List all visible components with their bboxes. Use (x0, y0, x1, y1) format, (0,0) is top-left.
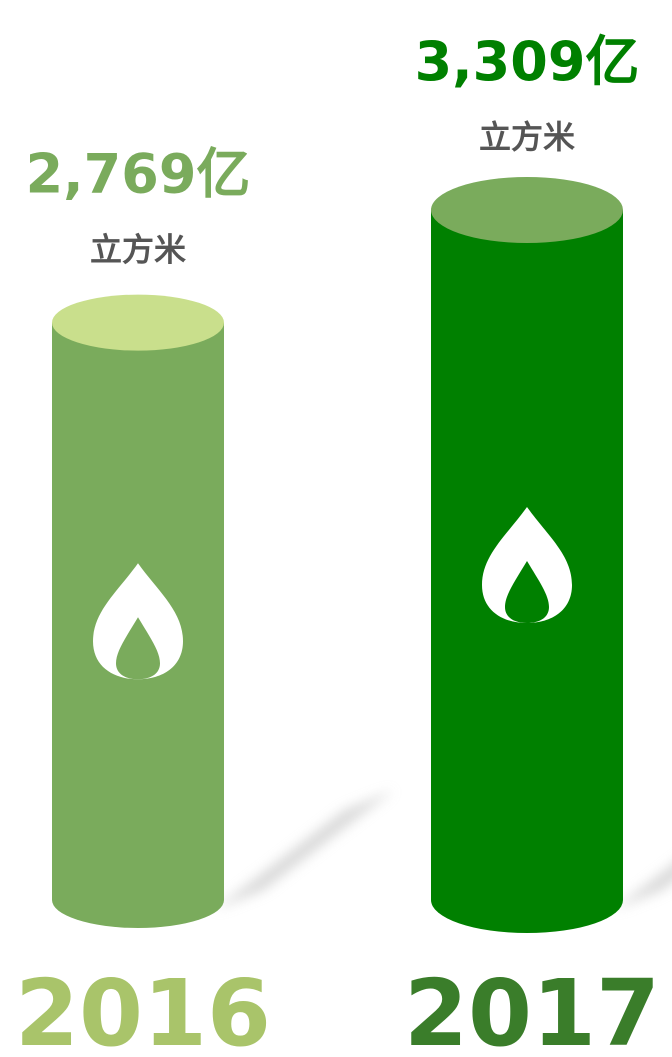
flame-inner (116, 617, 160, 680)
cylinder-top (52, 294, 224, 351)
value-label: 2,769亿 (26, 143, 251, 206)
x-tick-label: 2016 (15, 960, 271, 1057)
value-label: 3,309亿 (415, 30, 640, 93)
shadow (613, 864, 672, 910)
unit-label: 立方米 (479, 118, 575, 156)
shadow (214, 790, 394, 910)
cylinder-top (431, 177, 623, 243)
flame-icon (482, 507, 572, 623)
flame-inner (505, 561, 549, 623)
unit-label: 立方米 (90, 231, 186, 269)
x-tick-label: 2017 (404, 960, 660, 1057)
flame-icon (93, 563, 183, 680)
